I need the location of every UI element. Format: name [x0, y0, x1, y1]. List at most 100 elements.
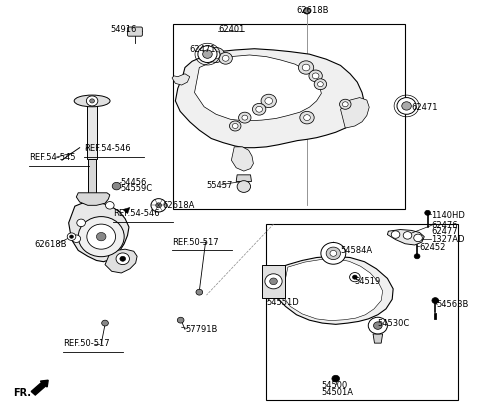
Circle shape: [373, 322, 382, 329]
Circle shape: [151, 199, 166, 212]
Circle shape: [414, 254, 420, 259]
Circle shape: [321, 243, 346, 264]
Text: REF.50-517: REF.50-517: [63, 339, 109, 349]
Circle shape: [318, 82, 323, 87]
Circle shape: [265, 98, 273, 104]
Text: 54551D: 54551D: [266, 298, 299, 307]
Circle shape: [90, 99, 95, 103]
Circle shape: [397, 98, 416, 114]
Text: 62401: 62401: [218, 26, 245, 34]
Text: 62471: 62471: [411, 103, 438, 112]
Text: 62471: 62471: [190, 46, 216, 54]
Circle shape: [304, 8, 311, 14]
Circle shape: [70, 235, 73, 238]
Circle shape: [432, 297, 439, 303]
Text: 55457: 55457: [206, 181, 233, 190]
Text: 54456: 54456: [120, 178, 147, 187]
Text: 54584A: 54584A: [340, 246, 372, 255]
Text: 54500: 54500: [322, 381, 348, 390]
Circle shape: [252, 103, 266, 115]
Circle shape: [314, 79, 326, 90]
Text: REF.54-545: REF.54-545: [29, 153, 76, 162]
Circle shape: [207, 47, 225, 62]
Circle shape: [299, 61, 314, 74]
Circle shape: [368, 317, 387, 334]
Circle shape: [242, 115, 248, 120]
Bar: [173, 23, 405, 210]
Text: 54530C: 54530C: [378, 318, 410, 328]
Circle shape: [72, 235, 81, 243]
Circle shape: [302, 64, 310, 71]
Circle shape: [232, 124, 238, 129]
Circle shape: [87, 224, 116, 249]
Circle shape: [203, 50, 212, 58]
Text: 1327AD: 1327AD: [432, 235, 465, 244]
Polygon shape: [282, 259, 383, 321]
Circle shape: [402, 102, 411, 110]
Circle shape: [196, 289, 203, 295]
Circle shape: [256, 106, 263, 112]
Text: 62618B: 62618B: [34, 241, 67, 249]
Circle shape: [425, 210, 431, 215]
Circle shape: [309, 70, 323, 82]
Text: 62476: 62476: [432, 221, 458, 230]
Text: 54501A: 54501A: [322, 388, 353, 397]
Circle shape: [78, 217, 124, 257]
Circle shape: [330, 251, 336, 256]
Circle shape: [156, 203, 161, 208]
Circle shape: [219, 52, 232, 64]
Polygon shape: [76, 193, 110, 205]
Circle shape: [339, 99, 351, 109]
Circle shape: [212, 51, 220, 59]
Circle shape: [391, 231, 400, 238]
Circle shape: [304, 115, 311, 121]
Polygon shape: [172, 74, 190, 85]
Circle shape: [116, 253, 130, 265]
Circle shape: [312, 73, 319, 79]
Circle shape: [265, 274, 282, 289]
Polygon shape: [270, 256, 393, 324]
Text: 54563B: 54563B: [436, 300, 468, 309]
Text: 62618B: 62618B: [297, 6, 329, 15]
Circle shape: [261, 94, 276, 108]
FancyArrow shape: [31, 380, 48, 395]
Circle shape: [96, 233, 106, 241]
Circle shape: [304, 8, 311, 14]
Circle shape: [403, 232, 412, 239]
Polygon shape: [69, 202, 129, 262]
Polygon shape: [373, 334, 383, 343]
Text: 62452: 62452: [420, 243, 446, 251]
Circle shape: [198, 46, 217, 62]
Text: 54916: 54916: [111, 26, 137, 34]
Bar: [266, 224, 458, 399]
Polygon shape: [387, 230, 424, 245]
Text: REF.54-546: REF.54-546: [113, 209, 160, 218]
Circle shape: [300, 111, 314, 124]
Text: REF.54-546: REF.54-546: [84, 145, 131, 153]
Bar: [262, 265, 286, 298]
Polygon shape: [123, 207, 130, 214]
Circle shape: [332, 375, 339, 382]
Text: FR.: FR.: [12, 388, 31, 398]
Polygon shape: [194, 55, 322, 121]
Ellipse shape: [74, 95, 110, 107]
Text: 54519: 54519: [355, 277, 381, 286]
Circle shape: [342, 102, 348, 107]
FancyBboxPatch shape: [128, 27, 143, 36]
Circle shape: [86, 96, 98, 106]
Circle shape: [67, 233, 76, 241]
Circle shape: [177, 317, 184, 323]
Bar: [87, 105, 97, 159]
Circle shape: [352, 275, 357, 279]
Text: 62618A: 62618A: [162, 201, 195, 210]
Polygon shape: [105, 249, 137, 273]
Text: 1140HD: 1140HD: [432, 211, 465, 220]
Circle shape: [237, 181, 251, 192]
Circle shape: [414, 234, 422, 242]
Circle shape: [102, 320, 108, 326]
Text: 54559C: 54559C: [120, 184, 153, 193]
Circle shape: [239, 112, 251, 123]
Bar: [88, 158, 96, 193]
Circle shape: [120, 256, 126, 261]
Circle shape: [222, 55, 229, 61]
